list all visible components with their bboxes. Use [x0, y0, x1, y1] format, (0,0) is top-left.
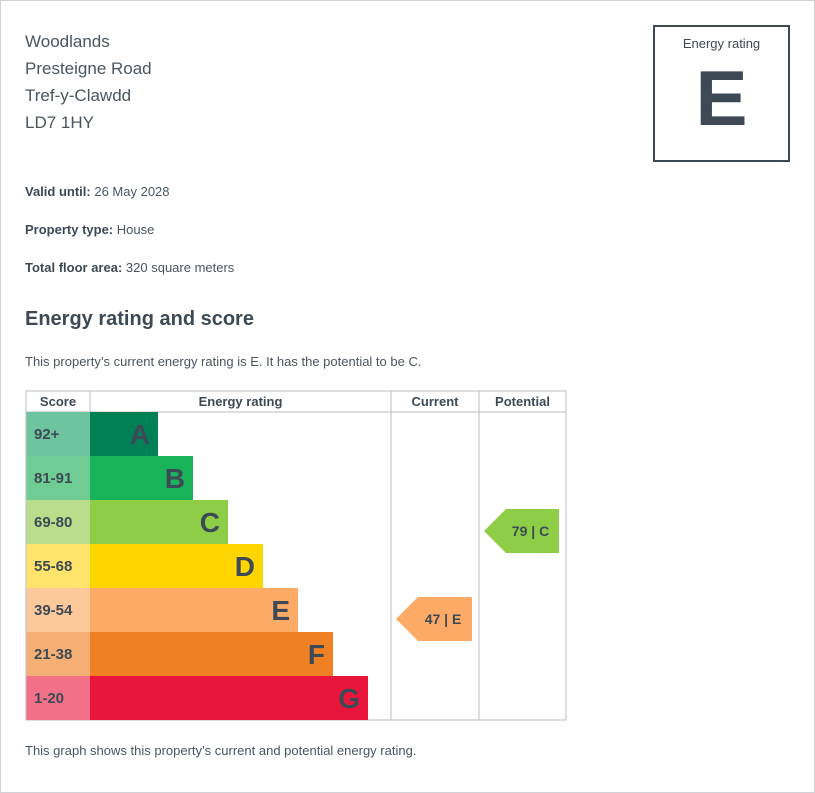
section-title: Energy rating and score — [25, 308, 254, 330]
epc-band-letter-f: F — [308, 639, 325, 670]
address-postcode: LD7 1HY — [25, 113, 94, 132]
epc-score-cell-d — [26, 544, 90, 588]
epc-score-range-b: 81-91 — [34, 470, 72, 487]
epc-current-marker-arrow — [396, 597, 472, 641]
epc-band-bar-b — [90, 456, 193, 500]
energy-rating-box: Energy rating E — [653, 25, 790, 162]
chart-footnote: This graph shows this property’s current… — [25, 743, 417, 758]
epc-header-energy-rating: Energy rating — [199, 394, 283, 409]
energy-rating-box-label: Energy rating — [682, 36, 761, 51]
valid-until-value: 26 May 2028 — [94, 184, 170, 199]
property-type: Property type: House — [25, 222, 154, 237]
floor-area-label: Total floor area: — [25, 260, 123, 275]
epc-headers: Score Energy rating Current Potential — [40, 394, 550, 409]
epc-score-cell-b — [26, 456, 90, 500]
epc-band-letter-c: C — [200, 507, 220, 538]
epc-potential-marker-label: 79 | C — [512, 523, 549, 539]
epc-score-range-d: 55-68 — [34, 558, 72, 575]
epc-markers: 47 | E 79 | C — [396, 509, 559, 641]
epc-band-letter-d: D — [235, 551, 255, 582]
valid-until-label: Valid until: — [25, 184, 91, 199]
epc-score-range-e: 39-54 — [34, 602, 73, 619]
epc-band-letter-b: B — [165, 463, 185, 494]
epc-score-cell-a — [26, 412, 90, 456]
epc-score-range-g: 1-20 — [34, 690, 64, 707]
floor-area-value: 320 square meters — [125, 260, 235, 275]
rating-description: This property’s current energy rating is… — [25, 354, 422, 369]
epc-score-range-f: 21-38 — [34, 646, 72, 663]
epc-band-bar-a — [90, 412, 158, 456]
energy-rating-box-band: E — [695, 54, 748, 142]
epc-score-cell-e — [26, 588, 90, 632]
valid-until: Valid until: 26 May 2028 — [25, 184, 170, 199]
epc-band-bar-g — [90, 676, 368, 720]
property-type-value: House — [116, 222, 155, 237]
epc-bands: 92+ A 81-91 B 69-80 C 55-68 D 39-54 E 21-38 F 1-20 G — [26, 412, 368, 720]
epc-score-range-c: 69-80 — [34, 514, 72, 531]
epc-score-cell-c — [26, 500, 90, 544]
property-type-label: Property type: — [25, 222, 114, 237]
floor-area: Total floor area: 320 square meters — [25, 260, 234, 275]
epc-header-current: Current — [412, 394, 460, 409]
epc-band-letter-e: E — [271, 595, 290, 626]
address-line-1: Woodlands — [25, 32, 110, 51]
epc-score-range-a: 92+ — [34, 426, 60, 443]
epc-band-bar-f — [90, 632, 333, 676]
epc-band-letter-a: A — [130, 419, 150, 450]
epc-header-score: Score — [40, 394, 76, 409]
epc-potential-marker-arrow — [484, 509, 559, 553]
epc-band-bar-d — [90, 544, 263, 588]
epc-band-bar-e — [90, 588, 298, 632]
epc-score-cell-g — [26, 676, 90, 720]
address-line-3: Tref-y-Clawdd — [25, 86, 132, 105]
epc-current-marker-label: 47 | E — [425, 611, 462, 627]
address-line-2: Presteigne Road — [25, 59, 152, 78]
epc-band-letter-g: G — [338, 683, 360, 714]
epc-band-bar-c — [90, 500, 228, 544]
epc-header-potential: Potential — [495, 394, 550, 409]
epc-score-cell-f — [26, 632, 90, 676]
property-address: Woodlands Presteigne Road Tref-y-Clawdd … — [25, 28, 152, 136]
